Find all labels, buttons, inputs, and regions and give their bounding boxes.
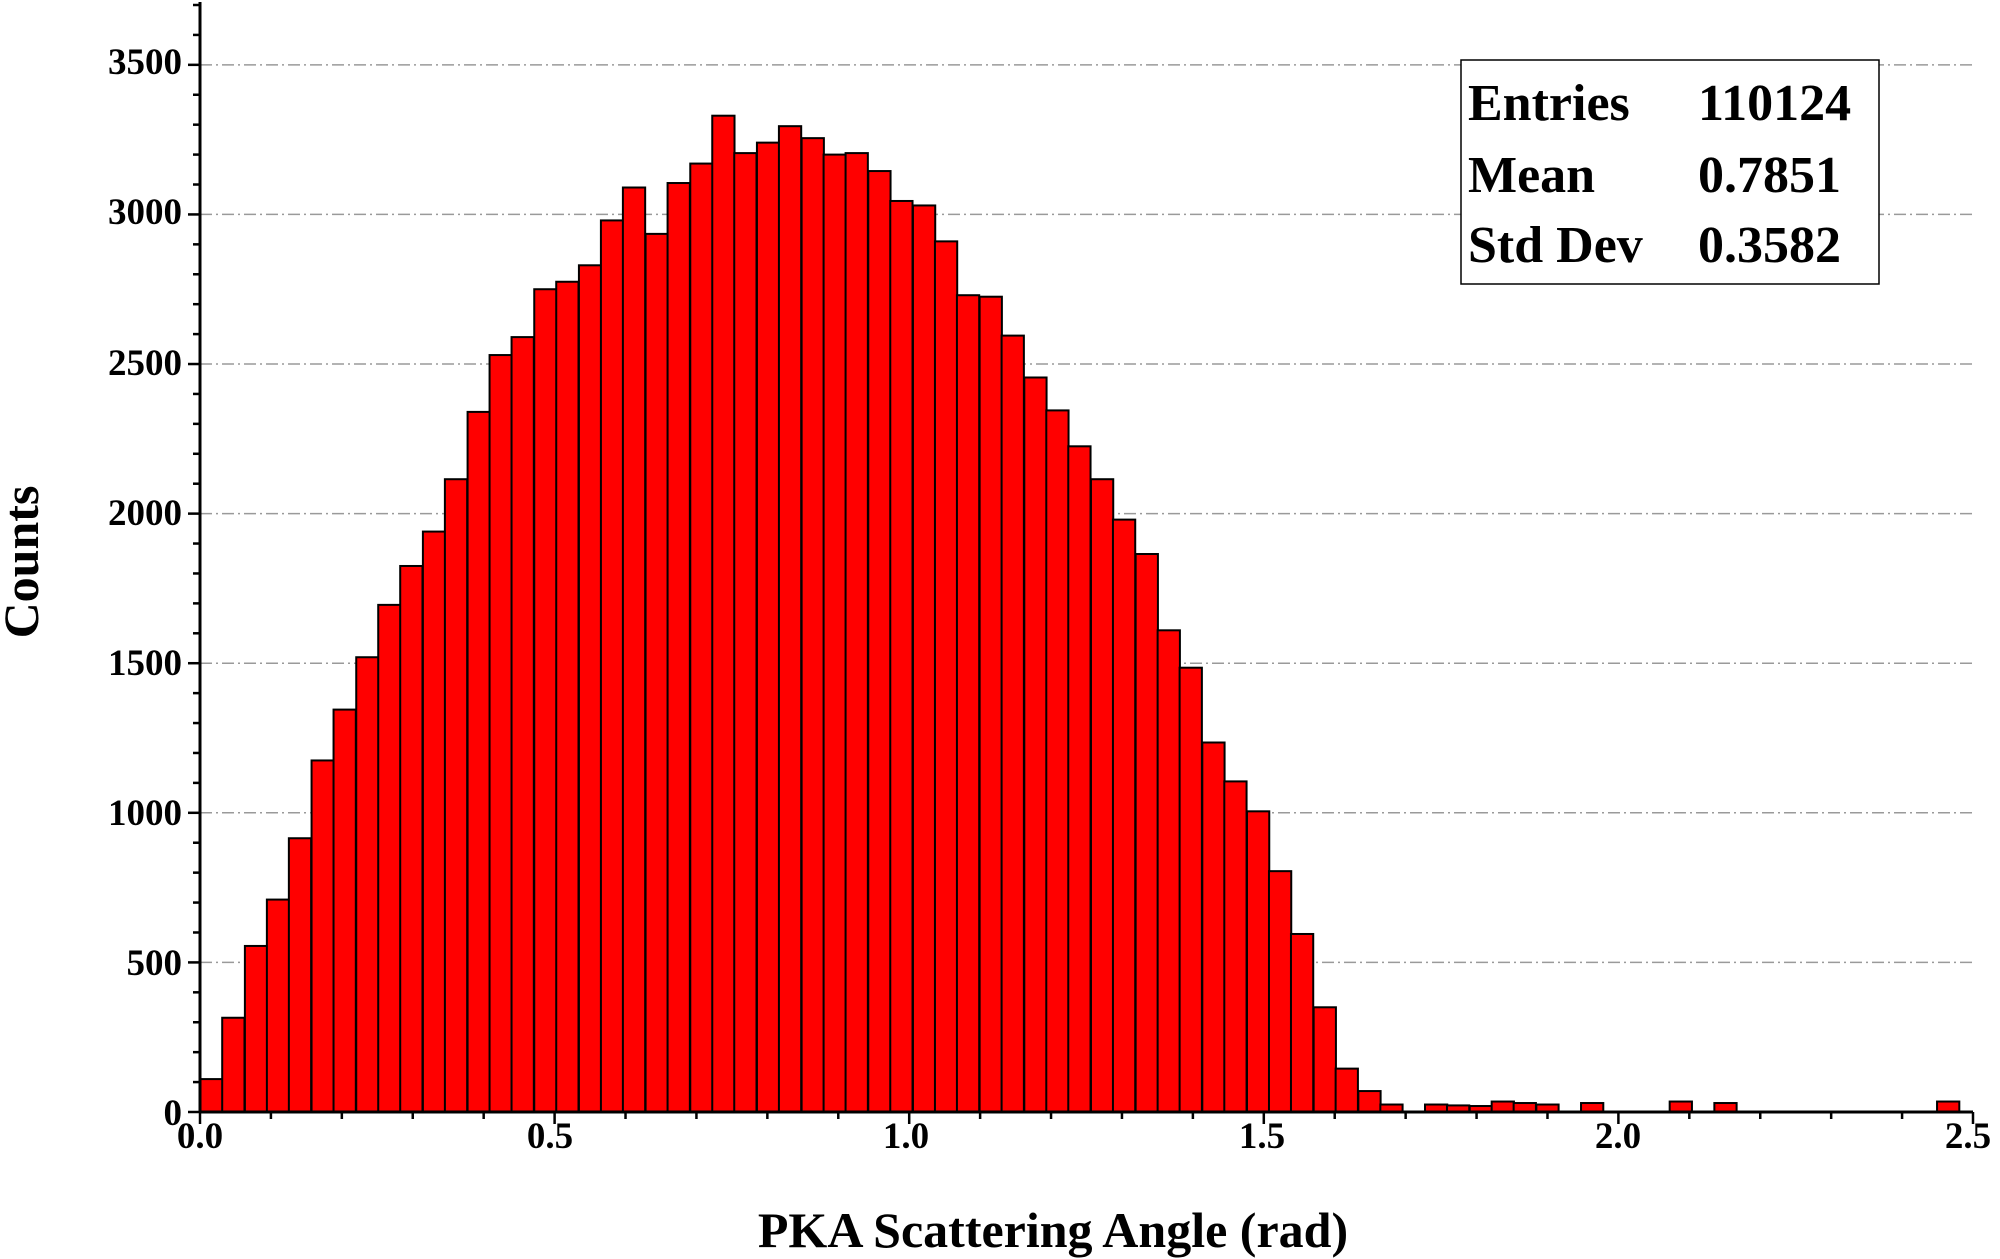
stats-std-value: 0.3582 [1698, 217, 1841, 274]
x-axis-ticks: 0.0 0.5 1.0 1.5 2.0 2.5 [177, 1116, 1991, 1157]
histogram-bar [265, 898, 291, 1114]
histogram-bar [978, 295, 1003, 1113]
histogram-bar [466, 410, 491, 1114]
histogram-bar [1936, 1100, 1961, 1113]
histogram-bar [955, 294, 981, 1113]
histogram-bar [689, 162, 714, 1114]
histogram-bar [1289, 932, 1315, 1113]
histogram-bar [287, 837, 313, 1113]
histogram-bar [1111, 518, 1137, 1113]
histogram-bar [510, 336, 535, 1114]
histogram-bar [443, 478, 469, 1114]
y-tick-label: 500 [127, 943, 183, 984]
histogram-bar [199, 1078, 224, 1114]
histogram-bar [1067, 445, 1092, 1113]
histogram-bar [666, 182, 691, 1113]
histogram-bar [733, 152, 758, 1114]
histogram-bar [822, 153, 847, 1113]
y-tick-label: 1500 [108, 643, 182, 684]
y-tick-label: 3000 [108, 192, 182, 233]
histogram-bar [599, 219, 625, 1114]
histogram-bar [621, 186, 647, 1113]
histogram-bar [1089, 478, 1115, 1114]
histogram-bar [1245, 810, 1271, 1114]
histogram-bar [933, 240, 959, 1114]
histogram-bar [533, 288, 558, 1113]
histogram-bar [332, 708, 357, 1113]
histogram-bar [889, 199, 914, 1113]
histogram-bar [800, 137, 825, 1114]
stats-box-frame [1460, 59, 1880, 285]
histogram-bar [867, 170, 892, 1114]
stats-entries-value: 110124 [1698, 75, 1851, 132]
histogram-bar [355, 656, 380, 1113]
histogram-bar [1223, 780, 1248, 1113]
x-tick-label: 2.0 [1595, 1116, 1641, 1157]
stats-entries-label: Entries [1468, 75, 1630, 132]
histogram-bar [1357, 1090, 1382, 1114]
histogram-bar [644, 232, 669, 1114]
stats-mean-label: Mean [1468, 147, 1595, 204]
histogram-bar [421, 530, 447, 1113]
histogram-bar [221, 1016, 246, 1114]
histogram-bar [1023, 376, 1048, 1113]
histogram-bar [310, 759, 335, 1113]
histogram-bar [243, 944, 269, 1114]
y-tick-label: 3500 [108, 42, 182, 83]
histogram-bar [1668, 1100, 1693, 1113]
histogram-bar [1156, 629, 1181, 1113]
x-axis-title: PKA Scattering Angle (rad) [758, 1202, 1348, 1258]
histogram-bars [199, 114, 1961, 1114]
stats-mean-value: 0.7851 [1698, 147, 1841, 204]
histogram-bar [555, 280, 580, 1113]
x-tick-label: 2.5 [1945, 1116, 1991, 1157]
histogram-bar [844, 152, 869, 1114]
y-tick-label: 0 [164, 1093, 183, 1134]
histogram-bar [377, 603, 402, 1113]
histogram-bar [911, 204, 937, 1113]
stats-std-label: Std Dev [1468, 217, 1643, 274]
x-tick-label: 0.0 [177, 1116, 223, 1157]
histogram-bar [1201, 741, 1226, 1113]
y-tick-label: 1000 [108, 793, 182, 834]
y-axis-ticks: 0 500 1000 1500 2000 2500 3000 3500 [108, 42, 182, 1134]
histogram-bar [1045, 409, 1070, 1113]
histogram-bar [1000, 334, 1025, 1113]
axes [188, 2, 1975, 1124]
y-tick-label: 2000 [108, 493, 182, 534]
histogram-bar [711, 114, 736, 1113]
y-axis-title: Counts [0, 486, 49, 639]
histogram-bar [1312, 1006, 1337, 1114]
x-tick-label: 0.5 [527, 1116, 573, 1157]
histogram-bar [1490, 1100, 1515, 1113]
histogram-bar [1334, 1067, 1359, 1113]
histogram-bar [1267, 870, 1293, 1113]
histogram-bar [399, 564, 424, 1113]
y-tick-label: 2500 [108, 343, 182, 384]
histogram-bar [755, 141, 781, 1114]
histogram-bar [777, 125, 803, 1113]
histogram-bar [577, 264, 603, 1113]
histogram-bar [1178, 666, 1203, 1113]
histogram-bar [488, 354, 513, 1114]
histogram-bar [1134, 553, 1159, 1113]
stats-box: Entries 110124 Mean 0.7851 Std Dev 0.358… [1460, 59, 1880, 285]
x-tick-label: 1.5 [1239, 1116, 1285, 1157]
x-tick-label: 1.0 [883, 1116, 929, 1157]
